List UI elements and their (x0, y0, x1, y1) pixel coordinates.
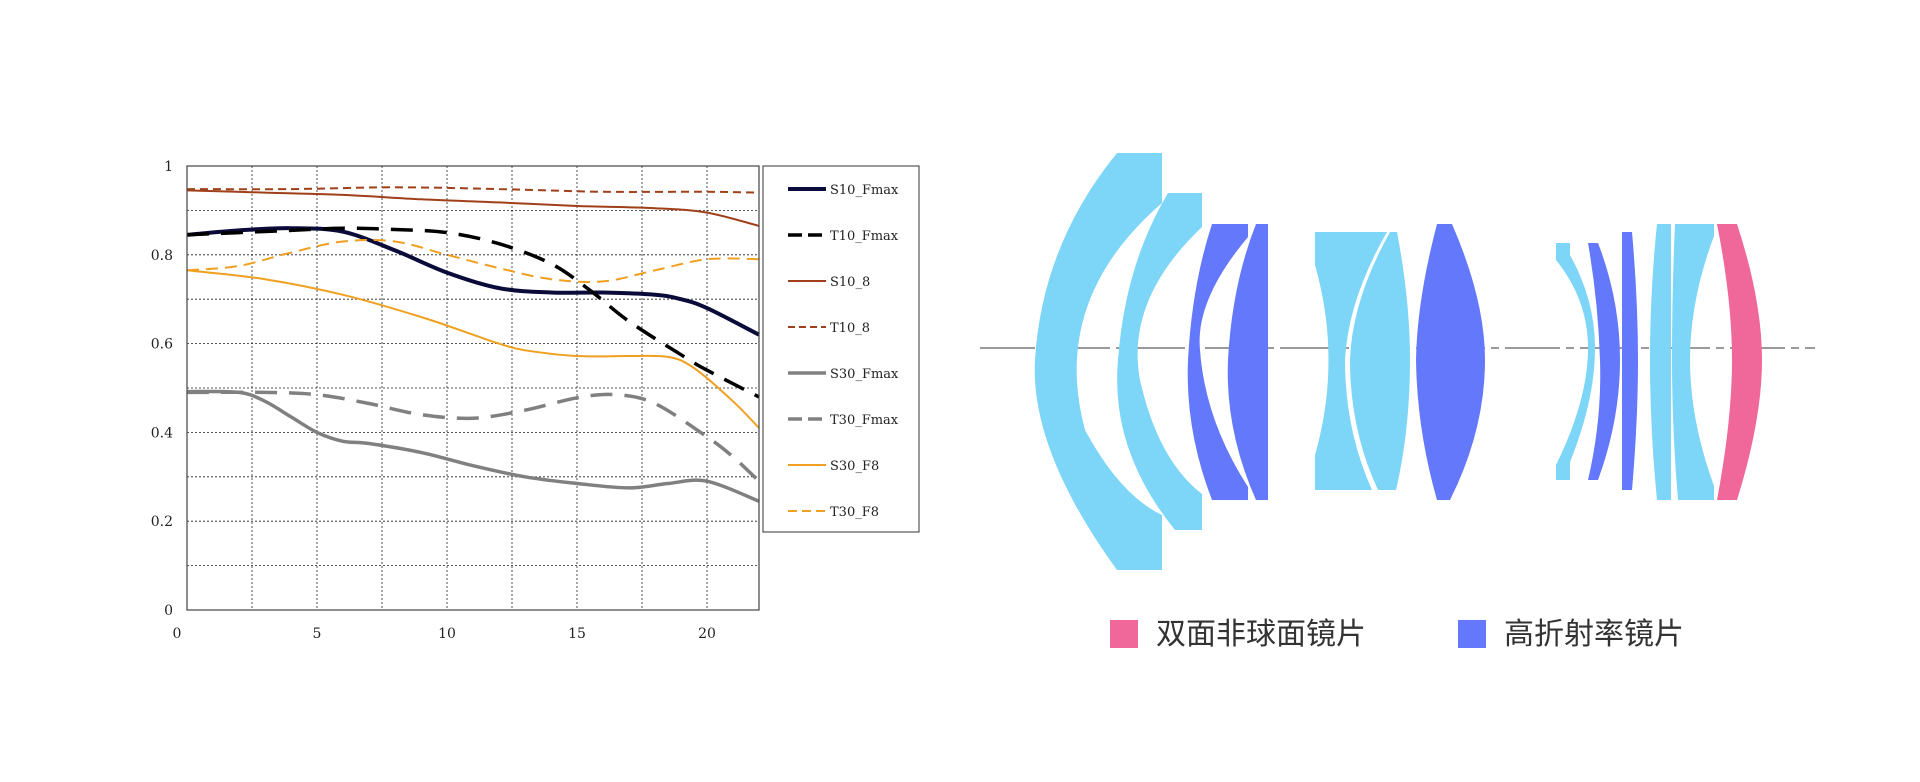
legend-label-s30_fmax: S30_Fmax (830, 367, 899, 382)
lens-element-10 (1622, 232, 1638, 490)
x-tick-label: 0 (173, 626, 182, 642)
x-tick-label: 20 (698, 626, 716, 642)
legend-box (762, 165, 920, 533)
series-line-t30_fmax (186, 390, 761, 483)
x-tick-label: 15 (568, 626, 586, 642)
series-line-t10_8 (186, 186, 760, 194)
lens-element-4 (1227, 224, 1268, 500)
y-tick-label: 0.4 (151, 425, 173, 441)
lens-element-1 (1034, 153, 1162, 570)
lens-element-2 (1117, 193, 1202, 530)
legend-swatch-aspheric (1110, 620, 1138, 648)
legend-label-s30_f8: S30_F8 (830, 459, 879, 474)
plot-frame (186, 165, 760, 611)
lens-element-12 (1672, 224, 1714, 500)
grid (187, 166, 759, 610)
x-tick-label: 10 (438, 626, 456, 642)
series-line-s10_fmax (186, 226, 760, 337)
series-lines (186, 186, 761, 503)
series-line-t10_fmax (186, 226, 760, 399)
lens-element-8 (1556, 243, 1595, 480)
lens-element-9 (1588, 243, 1620, 480)
legend-label-high-index: 高折射率镜片 (1504, 617, 1684, 652)
lens-diagram: 双面非球面镜片 高折射率镜片 (980, 153, 1815, 652)
lens-element-6 (1350, 232, 1410, 490)
y-tick-label: 1 (164, 159, 173, 175)
x-tick-labels: 0 5 10 15 20 (173, 626, 716, 642)
series-line-s30_f8 (186, 269, 760, 429)
legend-label-s10_fmax: S10_Fmax (830, 183, 899, 198)
lens-element-7 (1416, 224, 1485, 500)
legend-label-t10_fmax: T10_Fmax (830, 229, 899, 244)
legend-label-aspheric: 双面非球面镜片 (1156, 617, 1366, 652)
series-line-t30_f8 (186, 238, 760, 283)
series-line-s30_fmax (186, 389, 760, 503)
y-tick-label: 0.8 (151, 248, 173, 264)
lens-element-3 (1187, 224, 1248, 500)
legend: S10_Fmax T10_Fmax S10_8 T10_8 S30_Fmax T30_Fm… (788, 183, 899, 520)
y-tick-label: 0 (164, 603, 173, 619)
legend-swatch-high-index (1458, 620, 1486, 648)
x-tick-label: 5 (313, 626, 322, 642)
y-tick-labels: 0 0.2 0.4 0.6 0.8 1 (151, 159, 173, 619)
mtf-chart: 0 0.2 0.4 0.6 0.8 1 0 5 10 15 20 S10_Fmax T10_Fmax… (151, 159, 920, 642)
y-tick-label: 0.6 (151, 337, 173, 353)
series-line-s10_8 (186, 189, 760, 227)
lens-element-11 (1650, 224, 1671, 500)
lens-element-5 (1315, 232, 1387, 490)
lens-element-aspheric (1717, 224, 1762, 500)
legend-label-s10_8: S10_8 (830, 275, 870, 290)
legend-label-t30_fmax: T30_Fmax (830, 413, 899, 428)
y-tick-label: 0.2 (151, 514, 173, 530)
legend-label-t30_f8: T30_F8 (830, 505, 879, 520)
legend-label-t10_8: T10_8 (830, 321, 870, 336)
